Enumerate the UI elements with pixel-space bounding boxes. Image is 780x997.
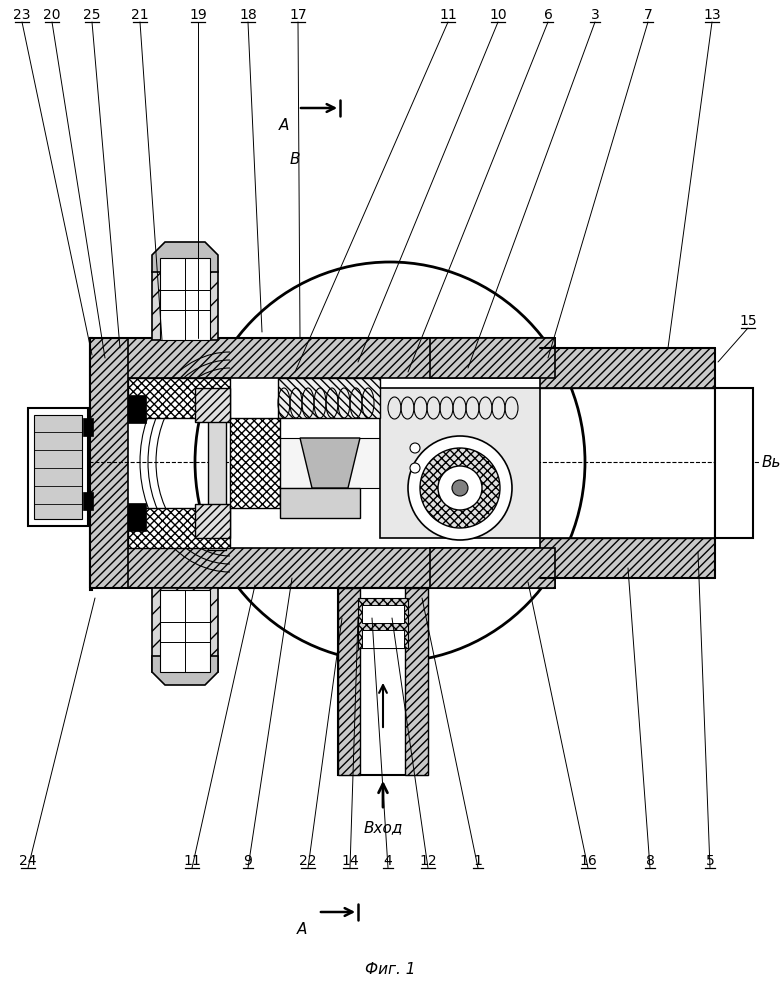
Bar (34, 415, 82, 519)
Text: 6: 6 (544, 8, 552, 22)
Text: 15: 15 (739, 314, 757, 328)
Polygon shape (195, 388, 230, 422)
Bar (362, 605, 404, 623)
Text: 20: 20 (43, 8, 61, 22)
Polygon shape (90, 338, 92, 590)
Circle shape (410, 463, 420, 473)
Circle shape (452, 480, 468, 496)
Polygon shape (152, 656, 218, 685)
Polygon shape (430, 548, 555, 588)
Text: 11: 11 (439, 8, 457, 22)
Text: 12: 12 (419, 854, 437, 868)
Text: 18: 18 (239, 8, 257, 22)
Polygon shape (152, 588, 218, 672)
Circle shape (410, 443, 420, 453)
Polygon shape (128, 378, 230, 418)
Text: 23: 23 (13, 8, 30, 22)
Text: 21: 21 (131, 8, 149, 22)
Polygon shape (540, 538, 715, 578)
Bar (83, 418, 93, 436)
Text: Выход: Выход (762, 455, 780, 470)
Text: 1: 1 (473, 854, 483, 868)
Ellipse shape (195, 262, 585, 662)
Text: 17: 17 (289, 8, 307, 22)
Polygon shape (128, 508, 230, 548)
Polygon shape (338, 588, 360, 775)
Bar (83, 492, 93, 510)
Polygon shape (405, 588, 428, 775)
Text: Фиг. 1: Фиг. 1 (365, 962, 415, 977)
Text: 16: 16 (579, 854, 597, 868)
Bar (160, 590, 210, 672)
Polygon shape (195, 504, 230, 538)
Polygon shape (90, 338, 128, 588)
Circle shape (420, 448, 500, 528)
Text: 13: 13 (704, 8, 721, 22)
Bar (128, 395, 146, 423)
Polygon shape (540, 348, 715, 388)
Polygon shape (90, 548, 555, 588)
Text: 25: 25 (83, 8, 101, 22)
Bar (28, 408, 88, 526)
Text: 10: 10 (489, 8, 507, 22)
Text: Вход: Вход (363, 820, 402, 835)
Circle shape (408, 436, 512, 540)
Bar (128, 503, 146, 531)
Text: 24: 24 (20, 854, 37, 868)
Text: 7: 7 (644, 8, 652, 22)
Text: 19: 19 (189, 8, 207, 22)
Text: 14: 14 (341, 854, 359, 868)
Text: 5: 5 (706, 854, 714, 868)
Text: 3: 3 (590, 8, 599, 22)
Polygon shape (278, 378, 380, 418)
Text: A: A (278, 118, 289, 133)
Text: 11: 11 (183, 854, 201, 868)
Text: 9: 9 (243, 854, 253, 868)
Polygon shape (90, 338, 555, 378)
Text: 4: 4 (384, 854, 392, 868)
Polygon shape (152, 255, 218, 340)
Text: B: B (289, 152, 300, 167)
Bar (160, 258, 210, 340)
Text: A: A (297, 922, 307, 937)
Bar (208, 378, 226, 550)
Circle shape (438, 466, 482, 510)
Polygon shape (152, 242, 218, 272)
Polygon shape (338, 588, 428, 775)
Bar (380, 388, 540, 538)
Polygon shape (300, 438, 360, 488)
Bar (358, 598, 408, 648)
Bar (362, 630, 404, 648)
Polygon shape (230, 418, 280, 508)
Bar (715, 388, 753, 538)
Bar (230, 438, 430, 488)
Text: 8: 8 (646, 854, 654, 868)
Polygon shape (430, 338, 555, 378)
Bar (280, 488, 360, 518)
Text: 22: 22 (300, 854, 317, 868)
